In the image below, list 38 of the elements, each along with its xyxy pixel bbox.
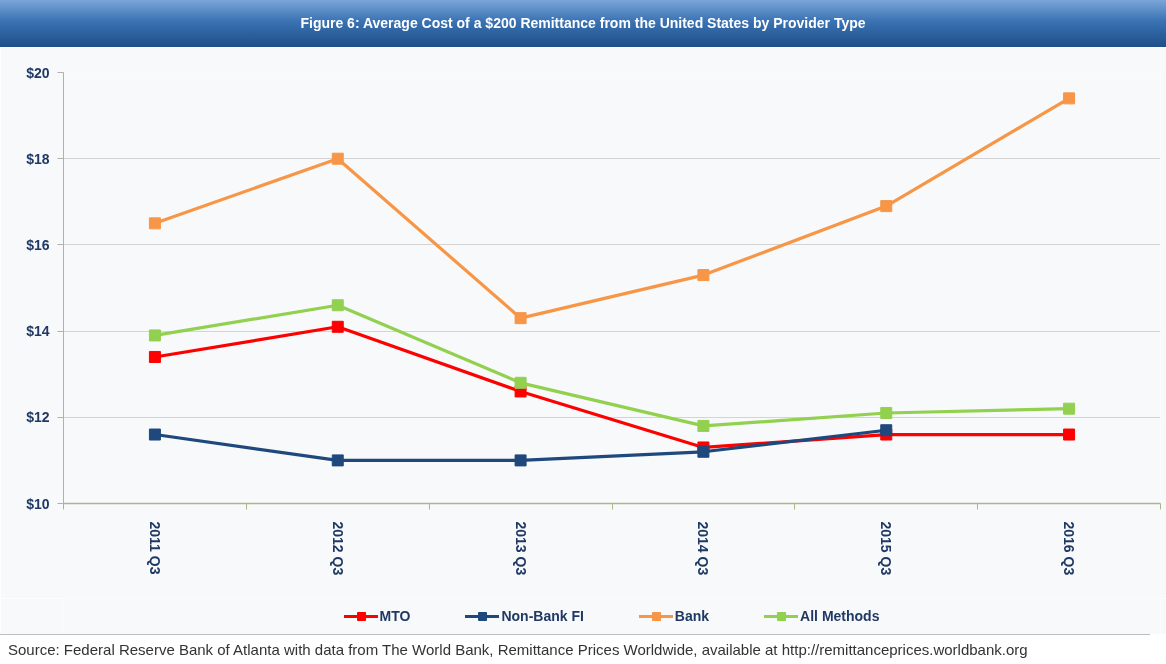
point — [697, 445, 710, 458]
y-tick-label: $10 — [26, 495, 50, 512]
chart-title: Figure 6: Average Cost of a $200 Remittance from the United States by Provider Type — [0, 0, 1166, 47]
x-tick-label: 2011 Q3 — [146, 521, 163, 575]
point — [331, 299, 344, 312]
legend-label: MTO — [379, 608, 411, 624]
x-tick-label: 2016 Q3 — [1061, 521, 1078, 576]
legend-label: Non-Bank FI — [501, 608, 584, 624]
point — [1063, 402, 1076, 415]
x-tick-label: 2012 Q3 — [329, 521, 346, 576]
y-tick-label: $14 — [26, 323, 50, 340]
x-tick-label: 2014 Q3 — [695, 521, 712, 576]
point — [331, 320, 344, 333]
point — [1063, 428, 1076, 441]
point — [148, 217, 161, 230]
point — [697, 419, 710, 432]
x-tick-label: 2013 Q3 — [512, 521, 529, 576]
point — [148, 428, 161, 441]
y-tick-label: $20 — [26, 64, 50, 81]
point — [331, 152, 344, 165]
point — [880, 424, 893, 437]
y-tick-label: $18 — [26, 150, 50, 167]
x-tick-label: 2015 Q3 — [878, 521, 895, 576]
point — [331, 454, 344, 467]
point — [514, 312, 527, 325]
point — [1063, 92, 1076, 105]
point — [880, 406, 893, 419]
source-note: Source: Federal Reserve Bank of Atlanta with data from The World Bank, Remittance Prices Worldwide, available at http://remittanceprices.worldbank.org — [0, 634, 1150, 658]
y-tick-label: $16 — [26, 236, 50, 253]
point — [148, 350, 161, 363]
point — [880, 200, 893, 213]
point — [514, 376, 527, 389]
y-tick-label: $12 — [26, 409, 50, 426]
point — [148, 329, 161, 342]
legend-label: Bank — [674, 608, 710, 624]
legend-label: All Methods — [800, 608, 880, 624]
point — [697, 269, 710, 282]
point — [514, 454, 527, 467]
